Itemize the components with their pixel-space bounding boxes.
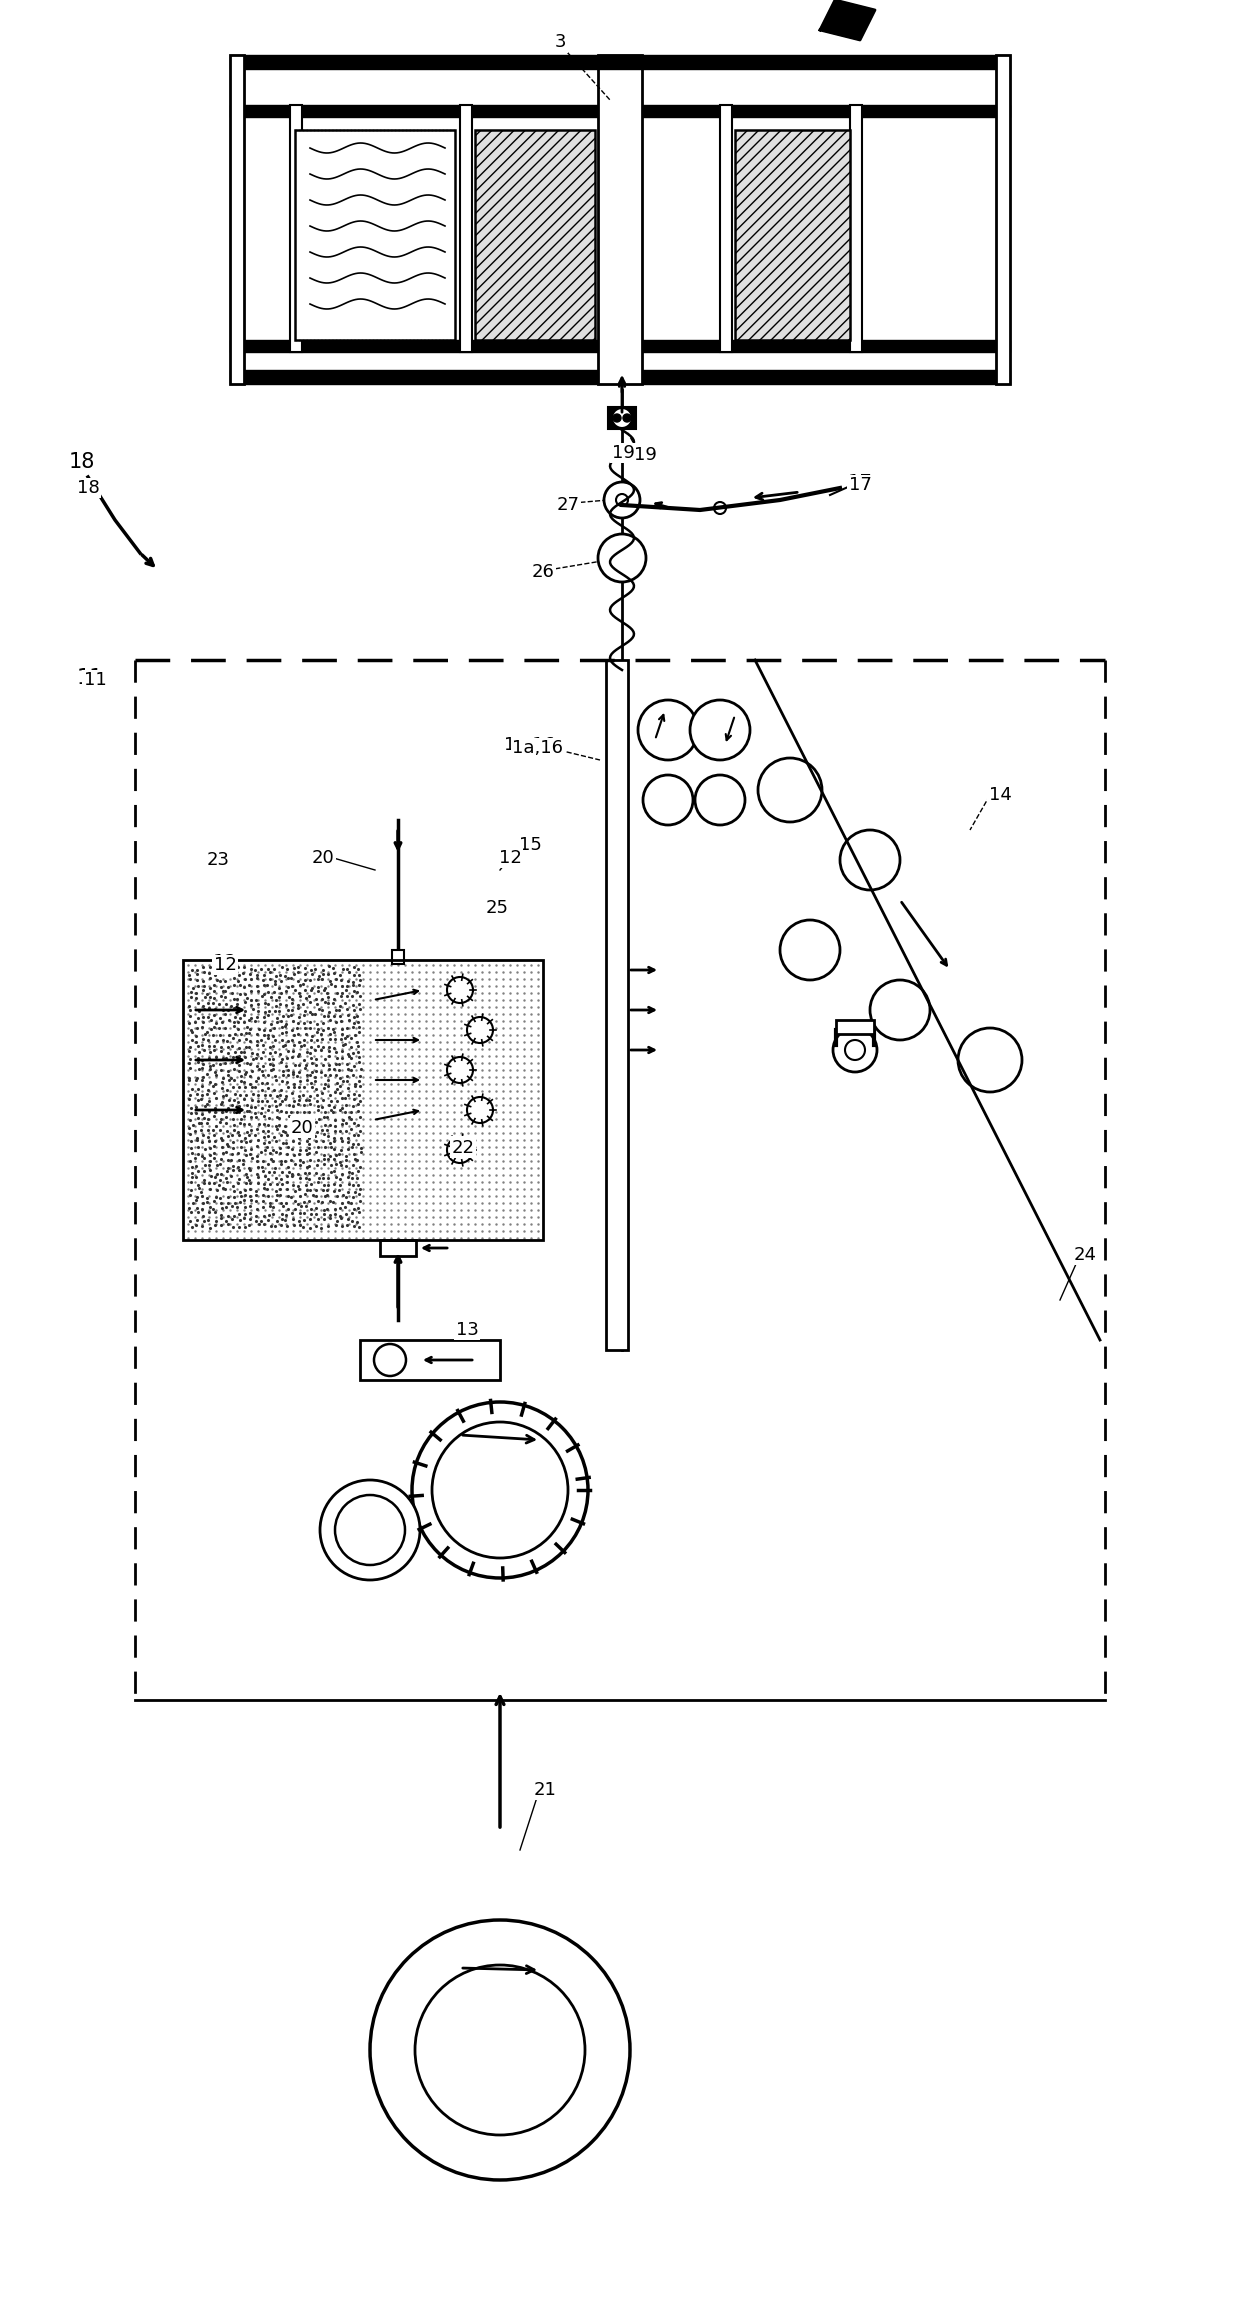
- Bar: [720, 104, 732, 352]
- Bar: [849, 104, 862, 352]
- Text: 13: 13: [455, 1320, 479, 1336]
- Circle shape: [374, 1343, 405, 1376]
- Circle shape: [446, 1056, 472, 1084]
- Circle shape: [833, 1028, 877, 1072]
- Bar: [360, 1341, 500, 1380]
- Circle shape: [613, 415, 621, 422]
- Circle shape: [689, 699, 750, 760]
- Text: 20: 20: [290, 1116, 314, 1135]
- Bar: [460, 104, 472, 352]
- Bar: [229, 104, 1011, 118]
- Text: 15: 15: [518, 834, 542, 852]
- Text: 14: 14: [988, 785, 1012, 804]
- Circle shape: [639, 699, 698, 760]
- Text: 14: 14: [987, 785, 1012, 804]
- Text: 24: 24: [1073, 1246, 1097, 1265]
- Text: 20: 20: [290, 1119, 314, 1137]
- Circle shape: [644, 776, 693, 824]
- Text: 25: 25: [486, 896, 508, 915]
- Text: 26: 26: [532, 560, 554, 579]
- Circle shape: [412, 1401, 588, 1577]
- Text: 1a,16: 1a,16: [512, 739, 563, 757]
- Circle shape: [780, 919, 839, 980]
- Text: 23: 23: [207, 850, 229, 866]
- Bar: [184, 961, 543, 1239]
- Circle shape: [598, 535, 646, 581]
- Bar: [996, 56, 1011, 384]
- Circle shape: [467, 1017, 494, 1042]
- Circle shape: [616, 493, 627, 505]
- Text: 19: 19: [634, 447, 656, 463]
- Bar: [229, 371, 1011, 384]
- Bar: [229, 56, 1011, 69]
- Text: 12: 12: [212, 954, 237, 973]
- Text: 22: 22: [451, 1139, 475, 1158]
- Circle shape: [758, 757, 822, 822]
- Text: 11: 11: [83, 672, 107, 688]
- Text: 20: 20: [311, 848, 335, 866]
- Bar: [598, 56, 642, 69]
- Text: 27: 27: [557, 496, 579, 514]
- Circle shape: [604, 482, 640, 519]
- Circle shape: [613, 408, 632, 428]
- Text: 17: 17: [848, 477, 872, 493]
- Text: 15: 15: [518, 836, 542, 855]
- Bar: [379, 1239, 415, 1255]
- Text: 18: 18: [77, 479, 99, 498]
- Circle shape: [415, 1964, 585, 2135]
- Text: 26: 26: [532, 563, 554, 581]
- Text: 21: 21: [533, 1781, 557, 1800]
- Bar: [229, 56, 244, 384]
- Bar: [836, 1019, 874, 1033]
- Text: 12: 12: [213, 957, 237, 975]
- Text: 13: 13: [455, 1320, 479, 1339]
- Bar: [392, 950, 404, 963]
- Bar: [295, 130, 455, 340]
- Circle shape: [694, 776, 745, 824]
- Text: 21: 21: [533, 1779, 557, 1797]
- Circle shape: [335, 1496, 405, 1566]
- Circle shape: [320, 1480, 420, 1580]
- Circle shape: [844, 1040, 866, 1061]
- Text: 3: 3: [553, 32, 567, 51]
- Text: 3: 3: [554, 32, 565, 51]
- Text: 27: 27: [557, 493, 579, 512]
- Circle shape: [839, 829, 900, 889]
- Bar: [475, 130, 595, 340]
- Text: 24: 24: [1074, 1246, 1096, 1265]
- Bar: [229, 340, 1011, 352]
- Polygon shape: [820, 0, 875, 39]
- Bar: [290, 104, 303, 352]
- Text: 19: 19: [611, 445, 635, 461]
- Text: 22: 22: [451, 1137, 475, 1156]
- Circle shape: [714, 503, 725, 514]
- Circle shape: [622, 415, 631, 422]
- Text: 11: 11: [77, 667, 103, 688]
- Text: 20: 20: [311, 850, 335, 866]
- Circle shape: [870, 980, 930, 1040]
- Bar: [608, 408, 636, 428]
- Text: 12: 12: [498, 850, 522, 866]
- Circle shape: [432, 1422, 568, 1559]
- Bar: [735, 130, 849, 340]
- Text: 18: 18: [68, 452, 95, 472]
- Bar: [598, 56, 642, 384]
- Circle shape: [959, 1028, 1022, 1093]
- Bar: [606, 660, 627, 1350]
- Text: 25: 25: [486, 899, 508, 917]
- Circle shape: [467, 1098, 494, 1123]
- Circle shape: [446, 977, 472, 1003]
- Circle shape: [370, 1920, 630, 2179]
- Circle shape: [446, 1137, 472, 1163]
- Text: 1a,16: 1a,16: [505, 736, 556, 755]
- Text: 23: 23: [207, 850, 229, 868]
- Text: 17: 17: [848, 472, 873, 493]
